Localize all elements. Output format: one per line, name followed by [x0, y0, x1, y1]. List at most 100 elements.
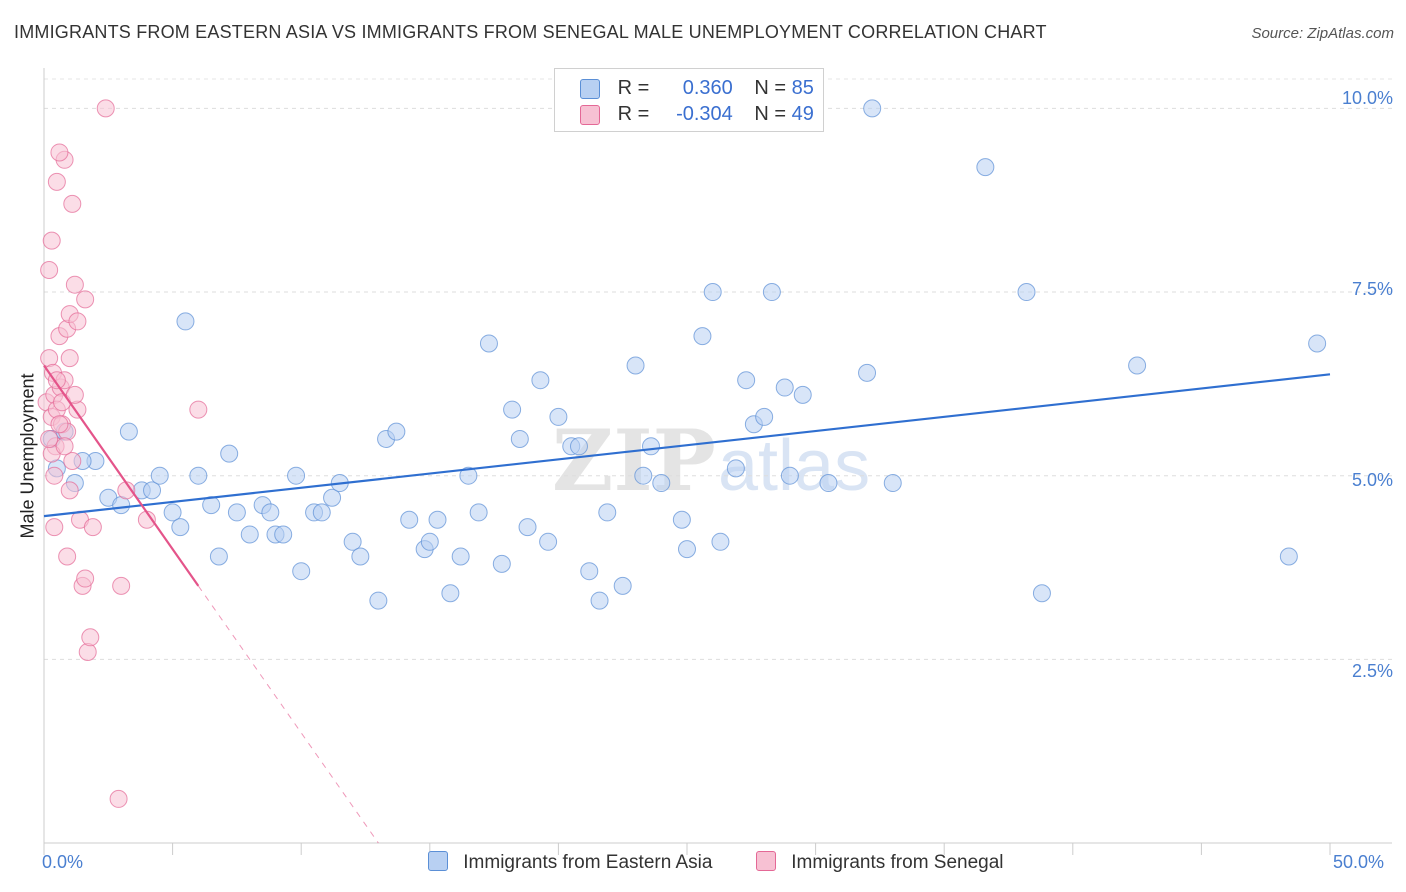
- blue-point: [428, 510, 447, 529]
- blue-point: [227, 503, 246, 522]
- blue-point: [287, 466, 306, 485]
- blue-point: [672, 510, 691, 529]
- blue-point: [351, 547, 370, 566]
- blue-point: [883, 474, 902, 493]
- pink-point: [96, 99, 115, 118]
- blue-point: [793, 385, 812, 404]
- blue-point: [150, 466, 169, 485]
- y-tick-label: 5.0%: [1351, 470, 1393, 490]
- pink-point: [60, 349, 79, 368]
- blue-point: [479, 334, 498, 353]
- blue-point: [189, 466, 208, 485]
- blue-point: [711, 532, 730, 551]
- blue-point: [459, 466, 478, 485]
- blue-point: [703, 283, 722, 302]
- blue-point: [863, 99, 882, 118]
- bottom-legend-pink-label: Immigrants from Senegal: [791, 852, 1004, 873]
- pink-point: [65, 275, 84, 294]
- r-label: R =: [617, 77, 650, 99]
- blue-point: [323, 488, 342, 507]
- blue-point: [780, 466, 799, 485]
- n-value: 49: [791, 103, 814, 125]
- bottom-legend-blue-label: Immigrants from Eastern Asia: [463, 852, 713, 873]
- blue-point: [510, 429, 529, 448]
- pink-swatch: [756, 850, 776, 871]
- pink-point: [45, 466, 64, 485]
- pink-point: [83, 518, 102, 537]
- blue-point: [343, 532, 362, 551]
- n-value: 85: [791, 77, 814, 99]
- blue-point: [240, 525, 259, 544]
- blue-point: [518, 518, 537, 537]
- blue-point: [641, 437, 660, 456]
- legend-row-pink: R = -0.304 N = 49: [580, 102, 814, 126]
- blue-point: [858, 363, 877, 382]
- blue-point: [626, 356, 645, 375]
- blue-swatch: [428, 850, 448, 871]
- legend-row-blue: R = 0.360 N = 85: [580, 76, 814, 100]
- bottom-legend-blue: Immigrants from Eastern Asia: [428, 850, 713, 874]
- blue-point: [420, 532, 439, 551]
- pink-trend-line: [43, 364, 200, 587]
- y-axis-label: Male Unemployment: [17, 373, 38, 539]
- pink-point: [112, 576, 131, 595]
- n-label: N =: [754, 77, 787, 99]
- stats-legend: R = 0.360 N = 85 R = -0.304 N = 49: [554, 68, 824, 132]
- blue-point: [652, 474, 671, 493]
- blue-point: [1128, 356, 1147, 375]
- pink-point: [81, 628, 100, 647]
- pink-point: [40, 429, 59, 448]
- y-tick-label: 7.5%: [1351, 279, 1393, 299]
- blue-point: [209, 547, 228, 566]
- blue-point: [143, 481, 162, 500]
- pink-point: [47, 172, 66, 191]
- blue-point: [634, 466, 653, 485]
- blue-point: [1032, 584, 1051, 603]
- n-label: N =: [754, 103, 787, 125]
- source-label: Source: ZipAtlas.com: [1251, 25, 1394, 42]
- blue-point: [775, 378, 794, 397]
- pink-point: [109, 789, 128, 808]
- blue-point: [726, 459, 745, 478]
- watermark-zip: ZIP: [552, 411, 716, 510]
- blue-point: [590, 591, 609, 610]
- pink-point: [50, 143, 69, 162]
- y-tick-label: 2.5%: [1351, 661, 1393, 681]
- blue-point: [531, 371, 550, 390]
- blue-swatch: [580, 78, 600, 99]
- blue-point: [387, 422, 406, 441]
- blue-point: [492, 554, 511, 573]
- blue-point: [312, 503, 331, 522]
- blue-point: [163, 503, 182, 522]
- pink-point: [55, 437, 74, 456]
- pink-point: [45, 518, 64, 537]
- pink-point: [78, 643, 97, 661]
- r-value: 0.360: [682, 77, 733, 99]
- blue-point: [400, 510, 419, 529]
- pink-point: [63, 194, 82, 213]
- blue-point: [274, 525, 293, 544]
- blue-point: [441, 584, 460, 603]
- bottom-legend-pink: Immigrants from Senegal: [756, 850, 1004, 874]
- pink-point: [63, 452, 82, 470]
- blue-point: [762, 283, 781, 302]
- blue-point: [451, 547, 470, 566]
- pink-point: [76, 290, 95, 309]
- pink-point: [65, 385, 84, 404]
- blue-point: [693, 327, 712, 346]
- blue-point: [1279, 547, 1298, 566]
- blue-point: [755, 407, 774, 426]
- blue-point: [261, 503, 280, 522]
- pink-point: [42, 231, 61, 250]
- pink-point: [40, 261, 59, 279]
- y-tick-label: 10.0%: [1341, 88, 1393, 108]
- pink-trend-extension: [197, 585, 379, 844]
- blue-point: [976, 158, 995, 177]
- pink-point: [68, 312, 87, 331]
- r-value: -0.304: [676, 103, 733, 125]
- chart-title: IMMIGRANTS FROM EASTERN ASIA VS IMMIGRAN…: [14, 22, 1047, 42]
- blue-point: [1308, 334, 1327, 353]
- blue-point: [678, 540, 696, 559]
- pink-point: [76, 569, 95, 588]
